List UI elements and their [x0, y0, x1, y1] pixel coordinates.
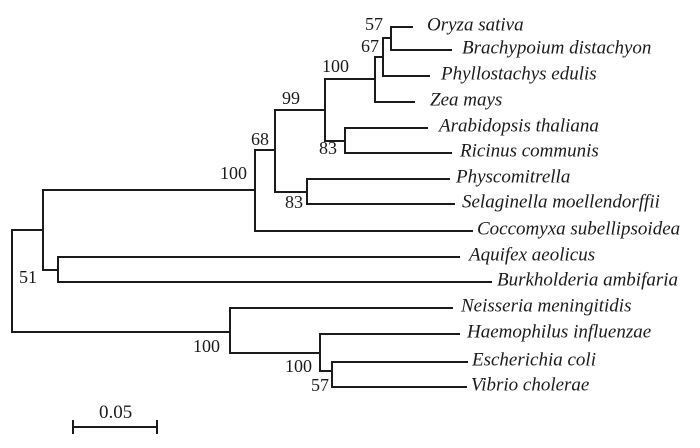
scale-bar-line	[72, 426, 158, 428]
support-68: 68	[251, 129, 269, 149]
branch-burkholderia-ambifaria	[58, 281, 492, 283]
node-83-moss-stem	[275, 191, 307, 193]
node-99-stem	[275, 109, 325, 111]
branch-zea-mays	[375, 101, 415, 103]
node-100-grass-vertical	[374, 56, 376, 103]
branch-coccomyxa-subellipsoidea	[255, 230, 473, 232]
support-67: 67	[361, 36, 379, 56]
branch-escherichia-coli	[332, 361, 468, 363]
taxon-label: Escherichia coli	[472, 349, 596, 371]
branch-haemophilus-influenzae	[320, 333, 460, 335]
scale-bar-right-tick	[156, 420, 158, 434]
support-99: 99	[282, 88, 300, 108]
node-83-dicot-stem	[325, 140, 345, 142]
node-68-vertical	[274, 109, 276, 193]
node-83-moss-vertical	[306, 178, 308, 205]
support-51: 51	[19, 267, 37, 287]
taxon-label: Zea mays	[430, 89, 503, 111]
node-100-bacteria-vertical	[229, 307, 231, 354]
node-57-entero-stem	[320, 370, 332, 372]
node-100-entero-stem	[230, 352, 320, 354]
node-aquifex-burk-stem	[43, 269, 58, 271]
node-68-stem	[255, 149, 275, 151]
branch-vibrio-cholerae	[332, 386, 467, 388]
support-entero-57: 57	[311, 375, 329, 395]
taxon-label: Neisseria meningitidis	[461, 295, 632, 317]
branch-aquifex-aeolicus	[58, 256, 460, 258]
node-100-entero-vertical	[319, 333, 321, 372]
node-83-dicot-vertical	[344, 127, 346, 154]
taxon-label: Brachypoium distachyon	[462, 37, 652, 59]
taxon-label: Arabidopsis thaliana	[439, 115, 599, 137]
node-67-vertical	[382, 37, 384, 77]
node-51-stem	[12, 229, 43, 231]
taxon-label: Burkholderia ambifaria	[497, 269, 679, 291]
branch-physcomitrella	[307, 178, 450, 180]
scale-bar-left-tick	[72, 420, 74, 434]
node-100-bacteria-stem	[12, 331, 230, 333]
scale-bar-value: 0.05	[99, 402, 133, 423]
taxon-label: Haemophilus influenzae	[467, 321, 652, 343]
node-100-plants-stem	[43, 189, 255, 191]
node-67-stem	[375, 56, 383, 58]
node-51-vertical	[42, 189, 44, 271]
node-57-grass-stem	[383, 37, 391, 39]
branch-neisseria-meningitidis	[230, 307, 453, 309]
taxon-label: Selaginella moellendorffii	[462, 191, 660, 213]
taxon-label: Phyllostachys edulis	[441, 63, 597, 85]
node-99-vertical	[324, 78, 326, 142]
node-57-entero-vertical	[331, 361, 333, 388]
support-plants-100: 100	[220, 163, 247, 183]
support-grass-57: 57	[365, 14, 383, 34]
node-100-grass-stem	[325, 78, 375, 80]
taxon-label: Coccomyxa subellipsoidea	[477, 218, 681, 240]
node-aquifex-burk-vertical	[57, 256, 59, 283]
taxon-label: Physcomitrella	[456, 166, 571, 188]
node-100-plants-vertical	[254, 149, 256, 232]
taxon-label: Aquifex aeolicus	[469, 244, 596, 266]
branch-selaginella-moellendorffii	[307, 203, 455, 205]
taxon-label: Oryza sativa	[427, 14, 524, 36]
support-grass-100: 100	[322, 56, 349, 76]
branch-ricinus-communis	[345, 152, 452, 154]
branch-oryza-sativa	[391, 26, 413, 28]
taxon-label: Ricinus communis	[460, 140, 599, 162]
root-vertical	[11, 229, 13, 333]
branch-arabidopsis-thaliana	[345, 127, 428, 129]
node-57-grass-vertical	[390, 26, 392, 51]
support-dicot-83: 83	[319, 138, 337, 158]
branch-phyllostachys-edulis	[383, 75, 430, 77]
support-entero-100: 100	[285, 356, 312, 376]
support-moss-83: 83	[285, 192, 303, 212]
taxon-label: Vibrio cholerae	[471, 374, 590, 396]
branch-brachypoium-distachyon	[391, 49, 452, 51]
support-bacteria-100: 100	[193, 336, 220, 356]
